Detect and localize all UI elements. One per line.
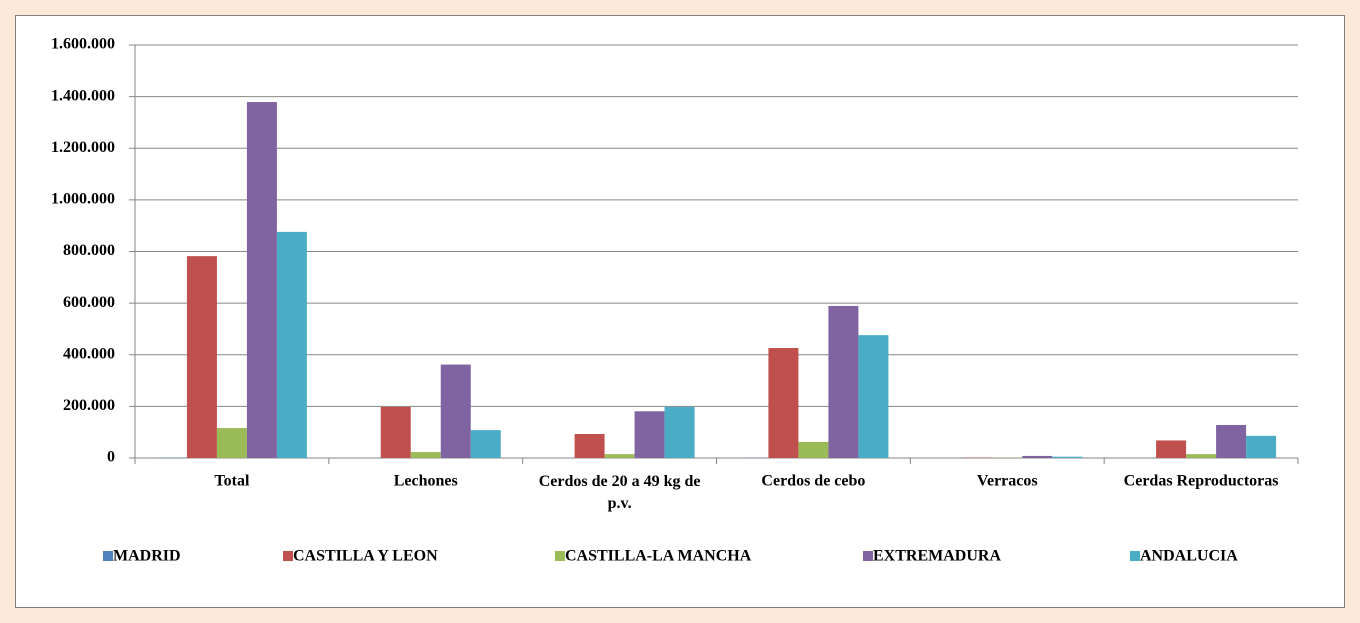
y-tick-label: 1.000.000 [51,191,115,208]
y-tick-label: 400.000 [63,345,115,362]
y-tick-label: 0 [107,449,115,466]
bar [798,441,829,458]
bar [1156,440,1187,458]
y-tick-label: 1.600.000 [51,36,115,53]
bar [1216,424,1247,458]
bar [470,430,501,458]
x-tick-label: Cerdas Reproductoras [1124,473,1279,490]
bar [410,452,441,458]
x-tick-label: Total [214,473,250,490]
bar [1186,454,1217,458]
legend-swatch [283,551,293,561]
legend-label: CASTILLA Y LEON [293,548,438,565]
chart-area [15,15,1345,608]
x-tick-label: Cerdos de 20 a 49 kg de p.v. [539,473,701,512]
x-tick-label: Verracos [977,473,1038,490]
x-tick-label: Lechones [394,473,458,490]
bar [276,231,307,458]
legend-swatch [1130,551,1140,561]
bar [1022,455,1053,458]
y-tick-label: 1.200.000 [51,139,115,156]
legend-swatch [103,551,113,561]
x-tick-label-line: p.v. [608,495,632,512]
bar [246,102,277,458]
bar [858,335,889,458]
bar [768,348,799,458]
bar [1052,456,1083,458]
legend-swatch [555,551,565,561]
bar [828,305,859,458]
bar [634,411,665,458]
y-tick-label: 200.000 [63,397,115,414]
legend-swatch [863,551,873,561]
legend-label: MADRID [113,548,181,565]
legend-label: ANDALUCIA [1140,548,1238,565]
bar [604,454,635,458]
y-tick-label: 800.000 [63,242,115,259]
bar [664,406,695,458]
x-tick-label: Cerdos de cebo [761,473,865,490]
legend-label: CASTILLA-LA MANCHA [565,548,752,565]
bar [186,256,217,458]
legend-label: EXTREMADURA [873,548,1001,565]
bar [216,428,247,458]
bar [440,364,471,458]
bar [1246,435,1277,458]
bar [380,406,411,458]
x-tick-label-line: Cerdos de 20 a 49 kg de [539,473,701,490]
bar [574,433,605,458]
y-tick-label: 1.400.000 [51,87,115,104]
y-tick-label: 600.000 [63,294,115,311]
